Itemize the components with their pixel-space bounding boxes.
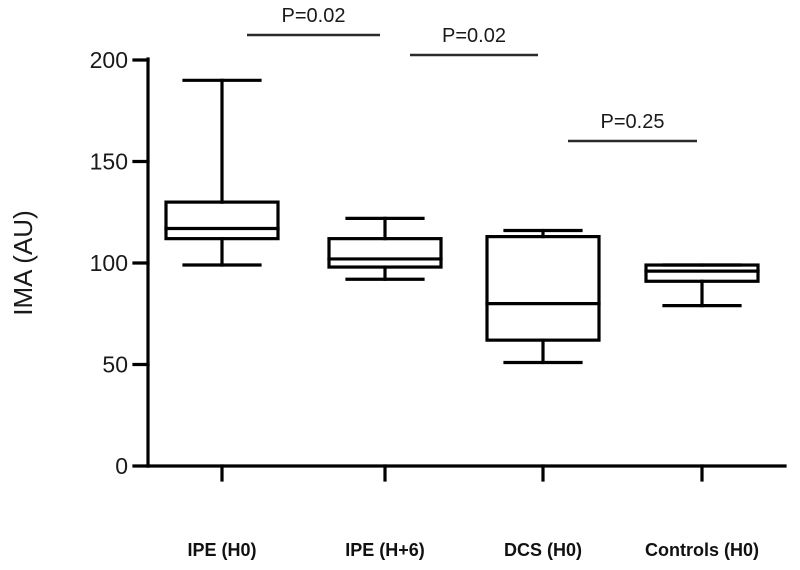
y-axis-title: IMA (AU) — [8, 210, 38, 315]
iqr-box — [485, 235, 601, 342]
box-group — [485, 228, 601, 365]
x-category-label: DCS (H0) — [504, 540, 582, 560]
p-value-label: P=0.02 — [282, 5, 346, 27]
p-value-label: P=0.25 — [601, 111, 665, 133]
iqr-box — [327, 237, 443, 269]
significance-annotations: P=0.02 P=0.02 P=0.25 — [247, 5, 697, 143]
p-value-annotation: P=0.25 — [568, 111, 697, 143]
p-value-annotation: P=0.02 — [410, 25, 538, 57]
p-value-label: P=0.02 — [442, 25, 506, 47]
boxes — [164, 78, 760, 365]
p-value-annotation: P=0.02 — [247, 5, 380, 37]
axes: 0 50 100 150 200 IPE (H0) IPE (H+6) DCS (H0) Con… — [90, 47, 787, 560]
iqr-box — [644, 263, 760, 283]
box-group — [327, 216, 443, 281]
box-group — [164, 78, 280, 267]
y-tick-label: 50 — [102, 352, 128, 378]
iqr-box — [164, 200, 280, 241]
x-category-label: IPE (H+6) — [345, 540, 425, 560]
x-category-label: IPE (H0) — [187, 540, 256, 560]
box-group — [644, 263, 760, 308]
x-category-label: Controls (H0) — [645, 540, 759, 560]
y-tick-label: 200 — [90, 47, 128, 73]
y-tick-label: 100 — [90, 250, 128, 276]
y-tick-label: 150 — [90, 149, 128, 175]
y-tick-label: 0 — [115, 453, 128, 479]
